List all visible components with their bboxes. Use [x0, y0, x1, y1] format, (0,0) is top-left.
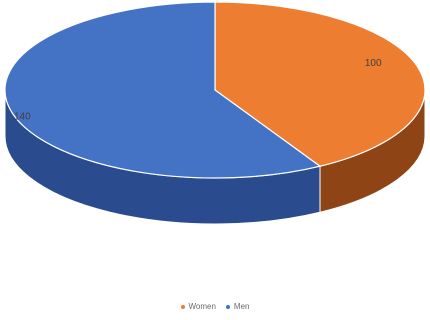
legend-item-women: Women: [180, 302, 216, 311]
pie-labels: 100 140: [14, 58, 382, 122]
legend-swatch-men: [225, 304, 230, 309]
legend-label-women: Women: [188, 302, 216, 311]
pie-top: [4, 1, 426, 179]
pie-slice-women: [214, 1, 426, 167]
data-label-women: 100: [365, 58, 382, 69]
legend-swatch-women: [180, 304, 185, 309]
data-label-men: 140: [14, 112, 31, 123]
legend-label-men: Men: [233, 302, 250, 311]
legend-item-men: Men: [225, 302, 250, 311]
chart-legend: Women Men: [0, 302, 430, 311]
pie-slice-men: [4, 1, 322, 179]
